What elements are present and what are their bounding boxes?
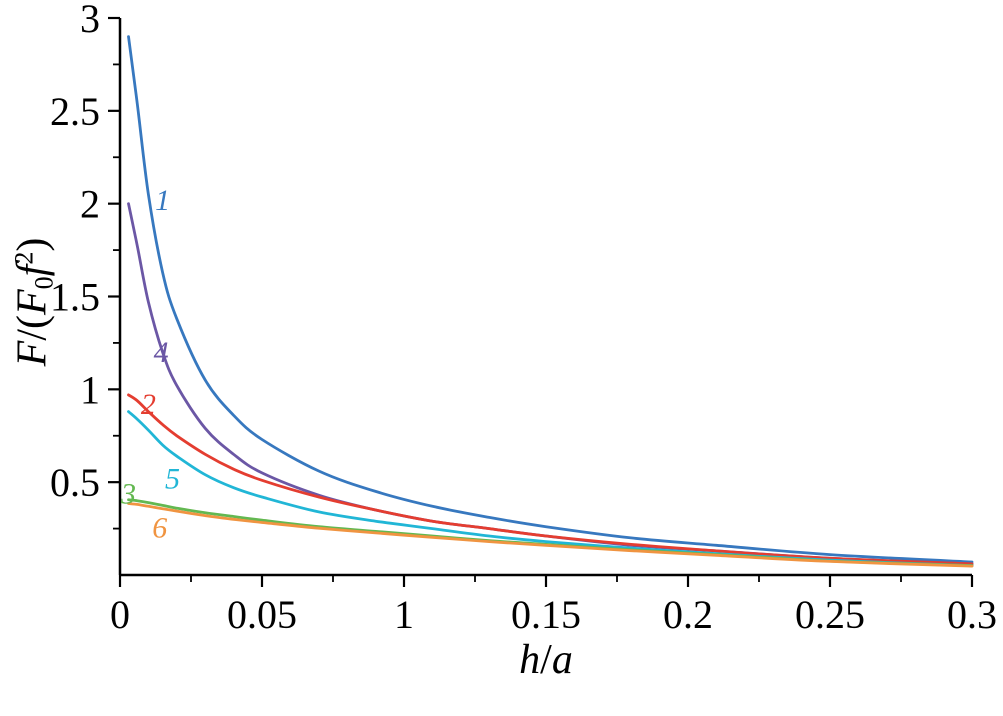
x-axis-label: h/a — [519, 636, 573, 684]
curves — [127, 35, 974, 568]
y-tick-label: 2.5 — [50, 89, 100, 134]
x-axis-label-part-1: / — [540, 637, 552, 683]
y-axis-label-part-4: f — [9, 264, 56, 277]
y-axis-label-part-0: F — [9, 340, 56, 367]
curve-4 — [127, 202, 974, 566]
x-tick-label: 0.2 — [663, 592, 713, 637]
curve-2 — [127, 393, 974, 566]
curve-label-1: 1 — [155, 184, 170, 217]
y-axis-label-part-5: 2 — [9, 251, 39, 265]
x-tick-label: 0 — [110, 592, 130, 637]
curve-labels: 1 4 2 536 — [120, 184, 180, 545]
y-tick-label: 3 — [80, 0, 100, 41]
y-tick-label: 2 — [80, 182, 100, 227]
curve-label-2: 2 — [141, 388, 156, 421]
x-axis: 0 0.05 1 0.15 0.2 0.25 0.3 — [110, 575, 997, 637]
curve-label-3: 3 — [120, 477, 136, 510]
x-tick-label: 0.05 — [227, 592, 297, 637]
y-axis-label-part-1: /( — [9, 315, 56, 341]
x-tick-label: 0.3 — [947, 592, 997, 637]
y-tick-label: 0.5 — [50, 460, 100, 505]
x-axis-label-part-2: a — [551, 637, 573, 683]
y-axis-label: F/(F0f2) — [8, 238, 59, 367]
y-axis-label-part-2: F — [9, 289, 56, 316]
y-axis-label-part-6: ) — [9, 237, 56, 252]
curve-6 — [127, 502, 974, 568]
x-axis-label-part-0: h — [519, 637, 541, 683]
y-tick-label: 1.5 — [50, 275, 100, 320]
curve-label-5: 5 — [165, 462, 180, 495]
y-tick-label: 1 — [80, 367, 100, 412]
x-tick-label: 0.15 — [511, 592, 581, 637]
curve-label-6: 6 — [152, 512, 167, 545]
curve-1 — [127, 35, 974, 564]
y-axis: 0.5 1 1.5 2 2.5 3 — [50, 0, 120, 530]
x-tick-label: 0.25 — [795, 592, 865, 637]
curve-label-4: 4 — [154, 336, 169, 369]
x-tick-label: 1 — [394, 592, 414, 637]
y-axis-label-part-3: 0 — [29, 276, 59, 290]
